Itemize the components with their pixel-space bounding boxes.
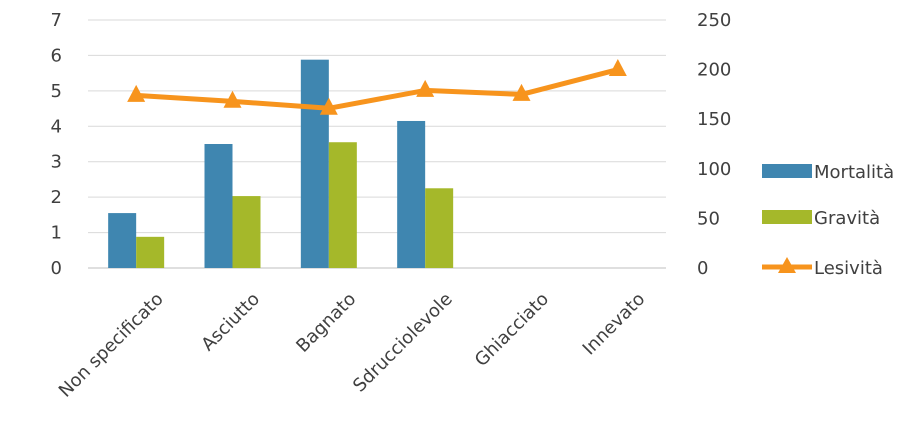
- bar: [232, 196, 261, 268]
- x-tick-label: Non specificato: [55, 289, 168, 402]
- bar-series-group: [108, 59, 454, 269]
- gridlines: [88, 19, 666, 269]
- bar: [300, 59, 329, 269]
- triangle-marker: [608, 59, 627, 77]
- x-axis: Non specificato Asciutto BagnatoSdrucciole…: [55, 289, 650, 402]
- bar: [425, 188, 454, 268]
- right-tick-label: 250: [697, 10, 731, 31]
- triangle-marker: [416, 79, 435, 97]
- x-tick-label: Innevato: [579, 289, 650, 360]
- right-tick-label: 100: [697, 159, 731, 180]
- x-tick-label: Bagnato: [292, 289, 360, 357]
- triangle-marker: [319, 97, 338, 115]
- bar: [328, 142, 357, 268]
- left-tick-label: 4: [51, 116, 62, 137]
- triangle-marker: [223, 90, 242, 108]
- left-tick-label: 7: [51, 10, 62, 31]
- right-y-axis: 0 50 100 150 200 250: [697, 10, 731, 279]
- legend-label: Lesività: [814, 258, 883, 279]
- series-line: [136, 67, 619, 111]
- right-tick-label: 0: [697, 258, 708, 279]
- legend-swatch: [762, 164, 812, 178]
- line-series-group: [127, 59, 627, 115]
- legend-swatch: [762, 210, 812, 224]
- right-tick-label: 150: [697, 109, 731, 130]
- legend: Mortalità Gravità Lesività: [762, 162, 894, 279]
- left-tick-label: 0: [51, 258, 62, 279]
- x-tick-label: Sdrucciolevole: [349, 289, 457, 397]
- left-tick-label: 2: [51, 187, 62, 208]
- left-tick-label: 3: [51, 152, 62, 173]
- x-tick-label: Asciutto: [197, 289, 264, 356]
- left-y-axis: 0 1 2 3 4 5 6 7: [51, 10, 62, 279]
- left-tick-label: 5: [51, 81, 62, 102]
- triangle-marker: [512, 83, 531, 101]
- right-tick-label: 50: [697, 208, 720, 229]
- bar: [136, 236, 165, 268]
- bar: [108, 213, 137, 268]
- triangle-marker: [127, 84, 146, 102]
- legend-label: Gravità: [814, 208, 880, 229]
- left-tick-label: 1: [51, 223, 62, 244]
- legend-label: Mortalità: [814, 162, 894, 183]
- x-tick-label: Ghiacciato: [471, 289, 553, 371]
- legend-triangle-marker: [778, 257, 796, 273]
- bar: [397, 120, 426, 268]
- left-tick-label: 6: [51, 45, 62, 66]
- right-tick-label: 200: [697, 60, 731, 81]
- bar: [204, 144, 233, 268]
